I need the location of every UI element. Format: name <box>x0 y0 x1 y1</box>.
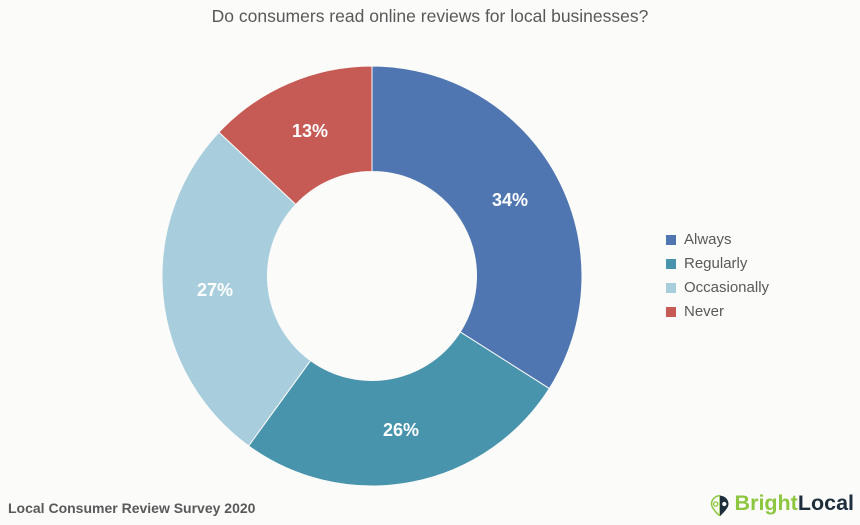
svg-text:26%: 26% <box>383 420 419 440</box>
svg-text:27%: 27% <box>197 280 233 300</box>
svg-text:13%: 13% <box>292 121 328 141</box>
svg-text:34%: 34% <box>492 190 528 210</box>
